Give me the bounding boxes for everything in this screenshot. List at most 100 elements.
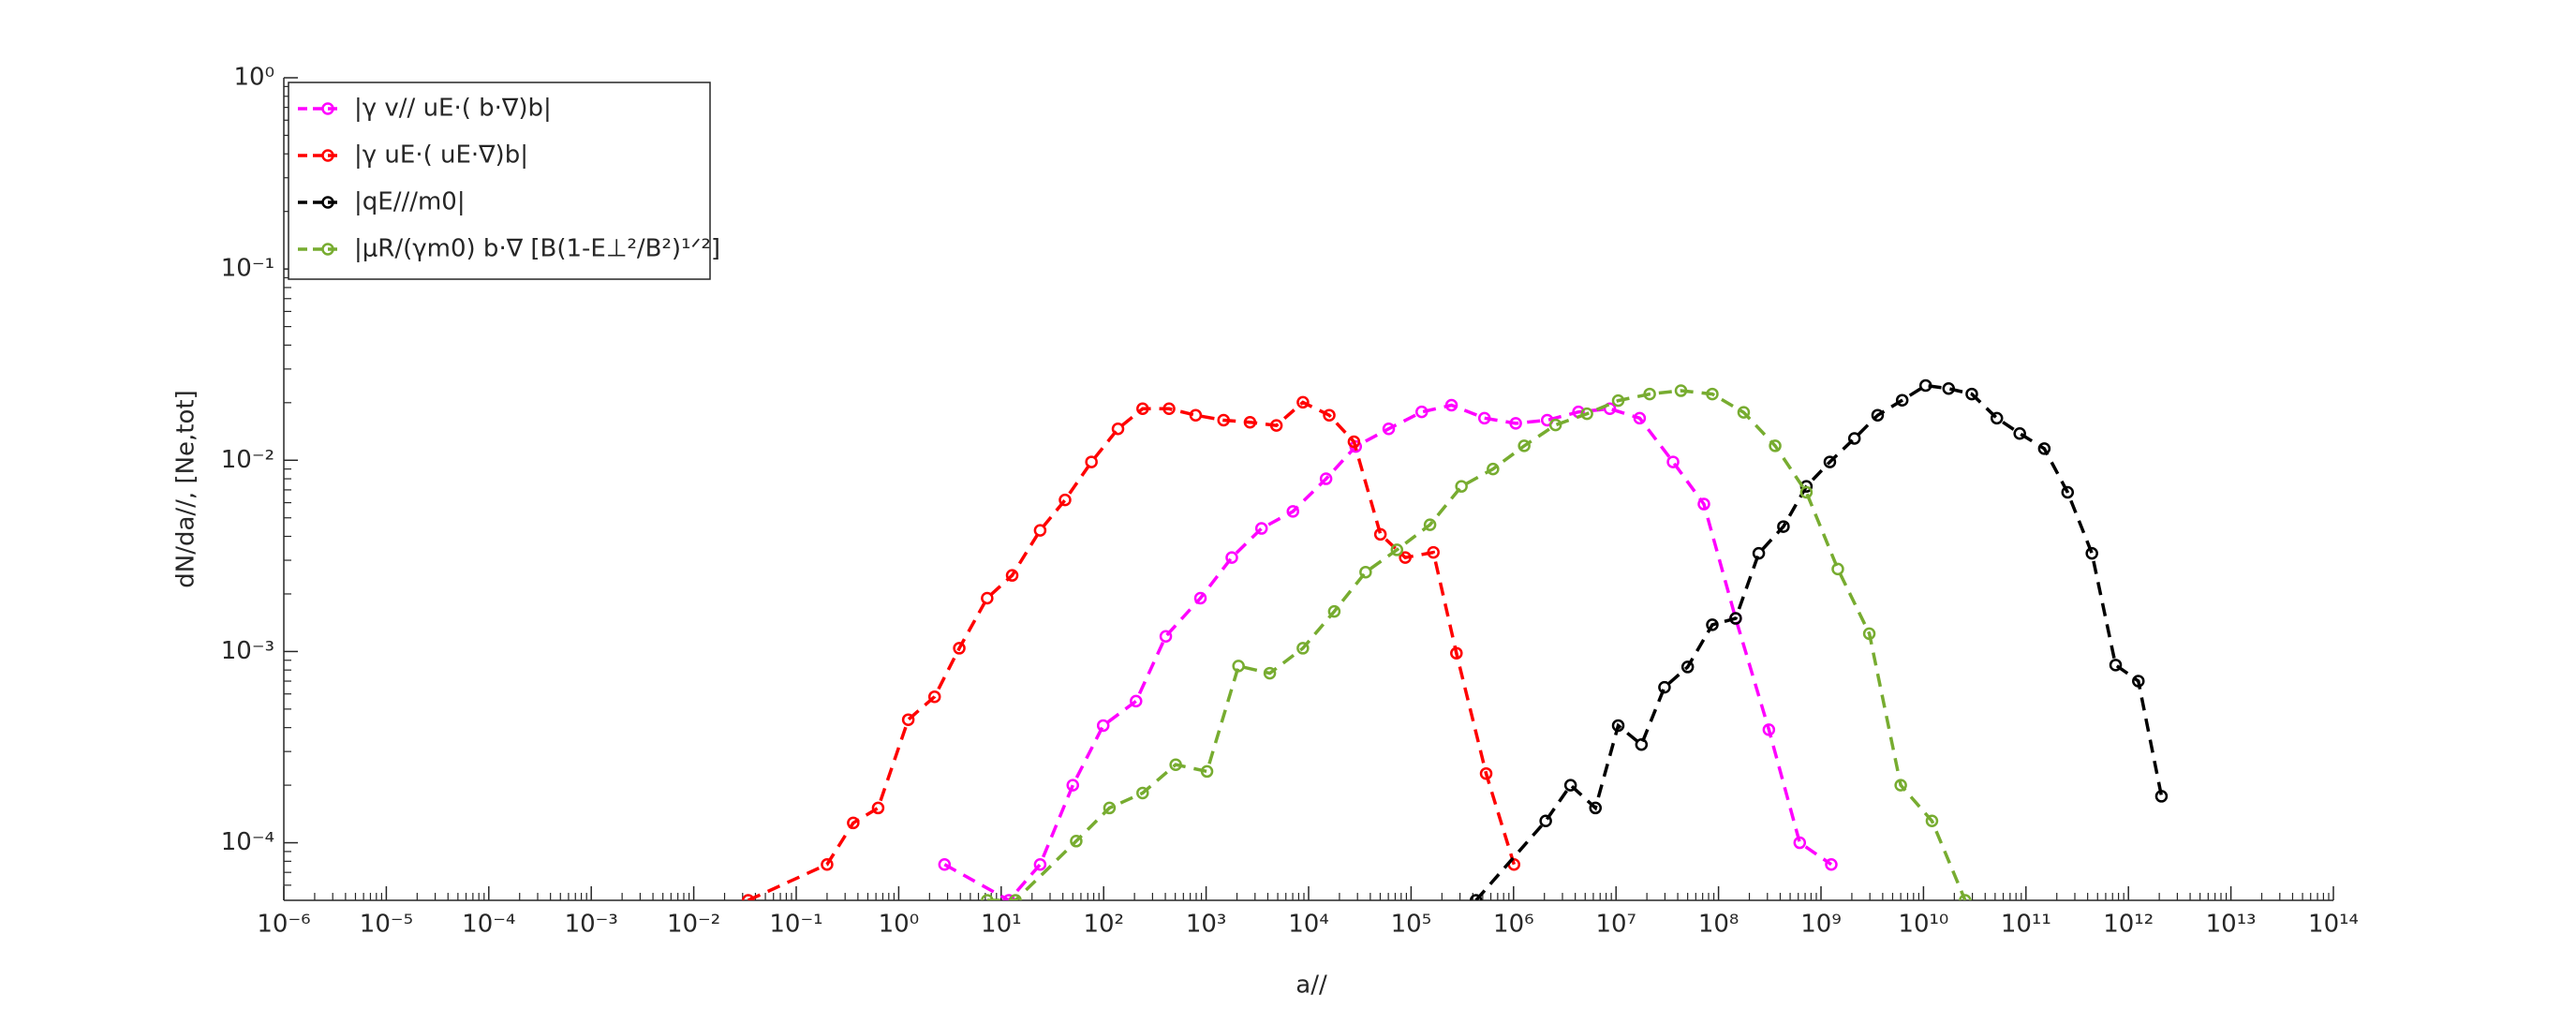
data-point — [1009, 894, 1022, 900]
data-point — [1005, 569, 1019, 582]
data-point — [938, 857, 952, 871]
data-point — [1189, 408, 1203, 422]
data-point — [1847, 432, 1861, 445]
data-point — [1965, 387, 1978, 401]
data-point — [2132, 675, 2145, 688]
x-tick-label: 10² — [1083, 911, 1124, 939]
x-tick-label: 10⁻⁶ — [257, 911, 310, 939]
data-point — [1033, 857, 1047, 871]
data-point — [1373, 527, 1387, 542]
data-point — [1327, 604, 1341, 618]
series-line — [747, 400, 1516, 900]
data-point — [871, 801, 885, 815]
data-point — [1674, 384, 1688, 397]
data-point — [1423, 518, 1437, 531]
data-point — [1066, 779, 1080, 792]
data-point — [1263, 666, 1277, 680]
data-point — [1455, 480, 1468, 493]
data-point — [1002, 894, 1015, 900]
data-point — [1823, 455, 1837, 468]
plot-area — [741, 378, 2169, 900]
legend-label: |γ uE·( uE·∇)b| — [354, 141, 528, 170]
data-point — [1706, 387, 1719, 401]
data-point — [927, 690, 941, 704]
data-point — [1450, 646, 1463, 660]
data-point — [2037, 442, 2051, 455]
x-tick-label: 10⁵ — [1391, 911, 1432, 939]
data-point — [1697, 497, 1710, 511]
data-point — [1136, 402, 1149, 416]
data-point — [1296, 642, 1310, 655]
series-line — [986, 389, 1967, 900]
x-tick-label: 10⁶ — [1493, 911, 1534, 939]
data-point — [1319, 472, 1333, 485]
data-point — [741, 894, 755, 900]
data-point — [1162, 402, 1176, 416]
data-point — [1130, 694, 1143, 708]
series-line — [943, 403, 1832, 900]
data-point — [1096, 719, 1110, 733]
legend-box — [288, 82, 711, 280]
data-point — [1762, 723, 1776, 736]
data-point — [821, 857, 834, 871]
data-point — [1225, 551, 1238, 564]
data-point — [1894, 779, 1907, 792]
data-point — [1799, 485, 1814, 499]
y-tick-label: 10⁻³ — [221, 637, 274, 665]
data-point — [1895, 393, 1909, 407]
x-tick-label: 10⁻² — [667, 911, 720, 939]
data-point — [1942, 382, 1956, 395]
data-point — [1390, 543, 1404, 556]
data-point — [1059, 493, 1072, 507]
data-point — [1769, 439, 1782, 453]
data-point — [1548, 418, 1562, 432]
data-point — [1871, 408, 1885, 422]
data-point — [1359, 565, 1372, 579]
legend-label: |μR/(γm0) b·∇ [B(1-E⊥²/B²)¹ᐟ²] — [354, 235, 720, 263]
data-point — [1925, 814, 1939, 828]
data-point — [1793, 836, 1807, 850]
data-point — [1254, 522, 1268, 535]
data-point — [2109, 659, 2123, 672]
data-point — [1563, 779, 1577, 792]
legend: |γ v// uE·( b·∇)b| |γ uE·( uE·∇)b| |qE///m… — [288, 82, 720, 280]
data-point — [1444, 398, 1458, 412]
data-point — [1539, 814, 1552, 828]
data-point — [1611, 393, 1625, 408]
data-point — [1382, 422, 1396, 436]
data-point — [981, 894, 994, 900]
data-point — [2061, 485, 2075, 499]
legend-label: |γ v// uE·( b·∇)b| — [354, 95, 552, 123]
x-tick-label: 10⁴ — [1288, 911, 1329, 939]
data-point — [1752, 546, 1766, 560]
x-tick-label: 10¹¹ — [2001, 911, 2051, 939]
data-point — [2085, 546, 2098, 560]
legend-marker — [321, 243, 334, 256]
x-tick-label: 10¹ — [981, 911, 1022, 939]
data-point — [2013, 426, 2026, 440]
data-point — [1959, 894, 1972, 900]
legend-marker — [321, 196, 334, 209]
data-point — [1200, 764, 1214, 779]
x-tick-label: 10⁻⁴ — [462, 911, 515, 939]
x-tick-label: 10¹² — [2103, 911, 2154, 939]
data-point — [1477, 411, 1491, 425]
data-point — [1159, 630, 1173, 643]
data-point — [1269, 419, 1283, 432]
data-point — [1580, 407, 1593, 421]
data-point — [1399, 551, 1412, 564]
y-tick-label: 10⁻² — [221, 446, 274, 474]
data-point — [1296, 395, 1310, 409]
x-tick-label: 10⁸ — [1698, 911, 1740, 939]
data-point — [1085, 455, 1098, 468]
data-point — [1517, 439, 1531, 453]
legend-marker — [321, 149, 334, 162]
data-point — [1737, 406, 1751, 419]
x-tick-label: 10⁷ — [1595, 911, 1636, 939]
data-point — [1509, 417, 1522, 430]
data-point — [1323, 408, 1336, 422]
data-point — [1603, 402, 1617, 416]
data-point — [1111, 422, 1125, 436]
data-point — [2154, 790, 2169, 803]
